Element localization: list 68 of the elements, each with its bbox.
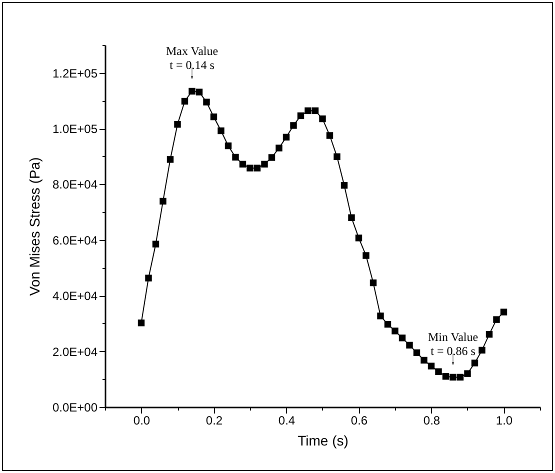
point [471,360,478,366]
point [166,156,174,163]
point [210,113,218,120]
point [290,122,297,129]
point [362,252,370,259]
point [435,368,442,375]
point [138,320,145,326]
y-axis-title: Von Mises Stress (Pa) [26,157,42,296]
point [276,144,282,152]
point [420,356,428,364]
point [406,342,413,349]
point [297,112,304,120]
x-tick-label: 1.0 [496,414,513,428]
y-tick-label: 4.0E+04 [52,289,98,304]
point [196,88,203,96]
point [246,164,254,172]
point [174,121,181,128]
point [392,328,398,334]
y-tick-label: 2.0E+04 [52,344,98,359]
point [254,164,261,172]
point [261,160,268,168]
point [145,274,152,282]
point [218,127,224,134]
point [326,132,334,139]
point [500,308,508,316]
point [384,320,392,328]
x-tick-label: 0.0 [133,414,150,428]
point [413,349,420,356]
point [456,374,464,381]
point [486,330,493,338]
point [224,142,232,150]
point [232,154,239,161]
point [370,279,377,286]
x-axis-title: Time (s) [298,432,348,448]
point [160,198,166,205]
y-tick-label: 8.0E+04 [52,178,98,192]
point [450,374,456,381]
point [334,153,340,160]
y-tick-label: 1.0E+05 [52,122,98,136]
y-tick-label: 1.2E+05 [52,66,98,80]
point [377,312,384,320]
point [152,240,160,248]
point [203,98,210,106]
annotation: Max Value t = 0.14 s [166,44,218,72]
x-tick-label: 0.4 [278,414,296,428]
point [355,234,362,242]
y-tick-label: 6.0E+04 [52,233,98,248]
point [312,107,319,114]
point [340,182,348,189]
point [442,373,450,380]
point [398,334,406,342]
point [348,214,355,221]
point [181,98,188,105]
point [304,107,312,114]
point [282,134,290,141]
y-tick-label: 0.0E+00 [52,400,98,414]
x-tick-label: 0.8 [423,414,440,428]
point [239,160,246,168]
point [319,115,326,122]
x-tick-label: 0.6 [350,414,368,428]
x-tick-label: 0.2 [206,414,223,428]
point [493,316,500,323]
point [188,88,196,95]
point [428,362,435,370]
point [268,154,276,161]
annotation: Min Value t = 0.86 s [428,330,478,358]
point [478,346,486,354]
point [464,370,471,377]
